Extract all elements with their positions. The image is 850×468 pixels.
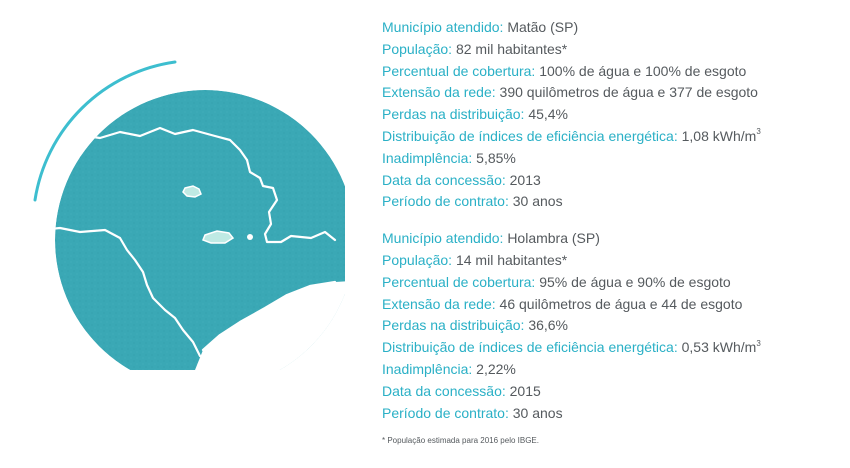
matao-region [182, 185, 202, 198]
sea-area [185, 280, 345, 370]
info-value: 45,4% [528, 106, 569, 123]
info-row: Extensão da rede: 46 quilômetros de água… [382, 294, 842, 316]
info-value: 2015 [509, 382, 541, 399]
info-label: Distribuição de índices de eficiência en… [382, 339, 678, 356]
info-value: 14 mil habitantes* [455, 251, 568, 268]
info-row: Distribuição de índices de eficiência en… [382, 126, 842, 148]
info-value: 30 anos [512, 404, 563, 421]
info-row: Data da concessão: 2015 [382, 381, 842, 403]
info-value: 100% de água e 100% de esgoto [539, 62, 747, 79]
municipality-block-matao: Município atendido: Matão (SP) População… [382, 17, 842, 213]
info-row: População: 82 mil habitantes* [382, 39, 842, 61]
coastline [201, 280, 337, 352]
decorative-arc [33, 60, 177, 202]
info-label: Distribuição de índices de eficiência en… [382, 127, 678, 144]
info-row: Data da concessão: 2013 [382, 170, 842, 192]
info-row: Período de contrato: 30 anos [382, 191, 842, 213]
info-row: Inadimplência: 2,22% [382, 359, 842, 381]
info-row: Município atendido: Holambra (SP) [382, 228, 842, 250]
info-value: 36,6% [528, 317, 569, 334]
info-label: Perdas na distribuição: [382, 317, 525, 334]
info-value: 95% de água e 90% de esgoto [539, 273, 731, 290]
info-row: Perdas na distribuição: 45,4% [382, 104, 842, 126]
northern-border [55, 126, 249, 162]
info-label: População: [382, 251, 453, 268]
info-label: Percentual de cobertura: [382, 62, 536, 79]
info-row: Período de contrato: 30 anos [382, 403, 842, 425]
info-label: Data da concessão: [382, 382, 506, 399]
info-row: Extensão da rede: 390 quilômetros de águ… [382, 82, 842, 104]
info-row: Percentual de cobertura: 95% de água e 9… [382, 272, 842, 294]
info-value: 2,22% [476, 360, 516, 377]
info-label: Inadimplência: [382, 149, 473, 166]
info-value: 5,85% [476, 149, 516, 166]
superscript: 3 [756, 338, 761, 348]
city-dot [247, 234, 253, 240]
info-label: Data da concessão: [382, 171, 506, 188]
info-row: Percentual de cobertura: 100% de água e … [382, 61, 842, 83]
info-label: População: [382, 40, 453, 57]
info-row: População: 14 mil habitantes* [382, 250, 842, 272]
info-value: 82 mil habitantes* [455, 40, 568, 57]
info-label: Extensão da rede: [382, 84, 496, 101]
holambra-region [202, 230, 235, 244]
info-row: Município atendido: Matão (SP) [382, 17, 842, 39]
info-value: 390 quilômetros de água e 377 de esgoto [499, 84, 758, 101]
info-value: 2013 [509, 171, 541, 188]
municipality-info: Município atendido: Matão (SP) População… [382, 17, 842, 424]
info-label: Município atendido: [382, 230, 504, 247]
info-value: Holambra (SP) [507, 230, 600, 247]
info-label: Percentual de cobertura: [382, 273, 536, 290]
info-row: Perdas na distribuição: 36,6% [382, 315, 842, 337]
info-row: Inadimplência: 5,85% [382, 148, 842, 170]
sao-paulo-state-map-icon [33, 60, 345, 370]
superscript: 3 [756, 127, 761, 137]
footnote: * População estimada para 2016 pelo IBGE… [382, 436, 539, 445]
info-value: 30 anos [512, 193, 563, 210]
info-value: 1,08 kWh/m [681, 127, 757, 144]
map-illustration [25, 60, 345, 370]
info-label: Período de contrato: [382, 193, 509, 210]
info-row: Distribuição de índices de eficiência en… [382, 337, 842, 359]
info-label: Perdas na distribuição: [382, 106, 525, 123]
municipality-block-holambra: Município atendido: Holambra (SP) Popula… [382, 228, 842, 424]
info-label: Inadimplência: [382, 360, 473, 377]
info-label: Município atendido: [382, 19, 504, 35]
southern-border [55, 226, 202, 358]
info-label: Extensão da rede: [382, 295, 496, 312]
info-value: 0,53 kWh/m [681, 339, 757, 356]
info-label: Período de contrato: [382, 404, 509, 421]
eastern-border [245, 158, 337, 244]
info-value: 46 quilômetros de água e 44 de esgoto [499, 295, 743, 312]
info-value: Matão (SP) [507, 19, 579, 35]
